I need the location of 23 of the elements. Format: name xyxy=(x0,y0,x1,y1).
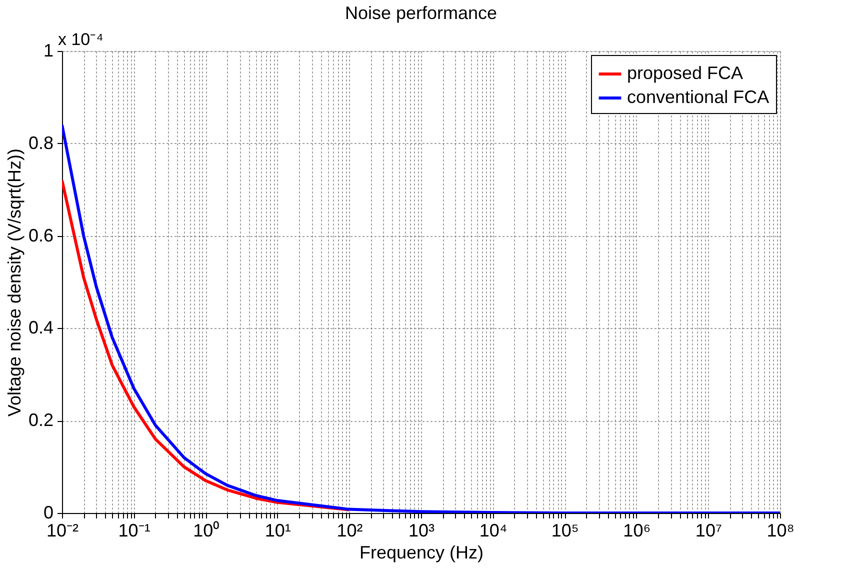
x-tick-label: 10⁸ xyxy=(766,520,794,540)
x-tick-label: 10⁴ xyxy=(479,520,508,540)
y-axis-title: Voltage noise density (V/sqrt(Hz)) xyxy=(4,148,24,417)
x-tick-label: 10⁷ xyxy=(695,520,722,540)
x-tick-label: 10² xyxy=(336,520,363,540)
y-tick-label: 0.2 xyxy=(28,410,54,430)
x-tick-label: 10⁵ xyxy=(551,520,579,540)
text: x 10⁻⁴ xyxy=(58,30,104,49)
y-tick-label: 1 xyxy=(43,40,54,60)
y-tick-label: 0 xyxy=(43,502,54,522)
x-tick-label: 10⁶ xyxy=(623,520,651,540)
x-tick-label: 10⁰ xyxy=(193,520,220,540)
x-tick-label: 10³ xyxy=(408,520,435,540)
x-tick-label: 10¹ xyxy=(264,520,291,540)
legend-label: proposed FCA xyxy=(627,63,744,83)
x-tick-label: 10⁻² xyxy=(46,520,79,540)
legend-label: conventional FCA xyxy=(627,87,770,107)
x-tick-label: 10⁻¹ xyxy=(118,520,150,540)
chart-title: Noise performance xyxy=(344,3,498,23)
x-axis-title: Frequency (Hz) xyxy=(359,542,484,562)
y-tick-label: 0.4 xyxy=(28,318,54,338)
y-tick-label: 0.8 xyxy=(28,132,54,153)
y-tick-label: 0.6 xyxy=(28,225,54,246)
